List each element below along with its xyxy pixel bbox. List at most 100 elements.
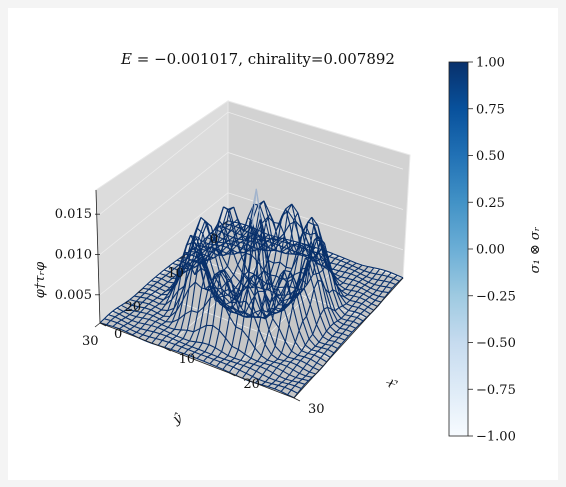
surface-line [239,226,245,233]
surface-line [192,258,198,262]
surface-line [320,261,326,266]
surface-line [131,304,139,308]
surface-line [236,362,244,367]
surface-line [354,311,361,315]
surface-line [125,299,131,304]
surface-line [157,339,163,346]
surface-line [355,297,361,303]
surface-line [205,271,210,275]
surface-line [313,288,321,316]
surface-line [304,380,309,385]
surface-line [217,351,223,358]
surface-line [300,360,308,365]
surface-line [274,304,279,309]
surface-line [295,221,303,229]
surface-line [332,253,340,257]
surface-line [328,289,334,294]
surface-line [308,376,313,382]
surface-line [206,269,212,281]
pane-grid-z [99,111,404,215]
surface-line [344,314,352,317]
surface-line [258,306,264,330]
surface-line [262,295,267,308]
chart-title: E = −0.001017, chirality=0.007892 [121,50,395,68]
surface-line [235,326,243,331]
surface-line [379,268,386,272]
surface-line [353,321,360,325]
surface-line [339,282,344,286]
surface-line [198,342,203,350]
surface-line [240,353,246,361]
surface-line [291,377,297,382]
colorbar-ticks: 1.00 0.75 0.50 0.25 0.00 −0.25 −0.50 −0.75 −1.00 [468,56,516,445]
surface-line [159,329,165,335]
surface-line [259,362,265,367]
surface-line [314,236,319,241]
surface-line [225,316,231,339]
surface-line [123,311,131,316]
surface-line [273,240,279,264]
surface-line [261,384,269,388]
surface-line [237,329,243,350]
surface-line [165,274,173,279]
surface-line [269,313,274,316]
surface-line [349,299,357,303]
z-axis-label: φ†τᵣφ [33,261,48,298]
surface-line [213,254,219,259]
x-tick-label: 20 [243,377,260,392]
surface-line [338,305,343,309]
surface-line [327,307,335,324]
surface-line [171,318,179,323]
surface-line [208,325,214,345]
surface-line [328,253,334,258]
y-tick-label: 30 [82,334,99,349]
surface-line [378,291,383,297]
surface-line [259,365,267,370]
surface-line [116,304,122,309]
surface-line [194,258,200,283]
surface-line [216,270,222,296]
surface-line [298,330,306,346]
x-axis-label: x̂ [383,377,400,391]
surface-line [169,268,175,273]
surface-line [259,270,265,279]
surface-line [208,256,216,278]
surface-line [287,350,293,358]
surface-line [239,285,245,303]
surface-line [116,307,124,312]
surface-line [380,285,387,288]
surface-line [233,274,241,283]
surface-line [192,254,198,263]
surface-line [298,320,304,331]
surface-line [329,326,337,333]
surface-line [220,361,227,365]
surface-line [360,309,365,315]
surface-line [152,312,158,317]
surface-line [293,278,299,291]
surface-line [376,289,383,293]
surface-line [221,246,227,252]
surface-line [140,296,147,299]
surface-line [239,365,244,371]
surface-line [385,281,391,288]
surface-line [288,324,296,343]
pane-grid-z [99,152,404,255]
surface-line [366,290,374,295]
surface-line [279,375,286,380]
surface-line [274,327,280,347]
surface-line [163,294,169,301]
surface-line [278,303,284,329]
surface-line [265,381,273,385]
surface-line [274,345,282,354]
surface-line [329,352,335,358]
surface-line [305,225,311,235]
surface-line [182,329,188,339]
surface-line [152,285,160,289]
surface-line [189,340,197,343]
surface-line [227,346,233,356]
surface-line [138,291,145,294]
surface-line [219,358,225,363]
surface-line [264,329,270,345]
surface-line [322,269,330,294]
surface-line [170,332,178,337]
